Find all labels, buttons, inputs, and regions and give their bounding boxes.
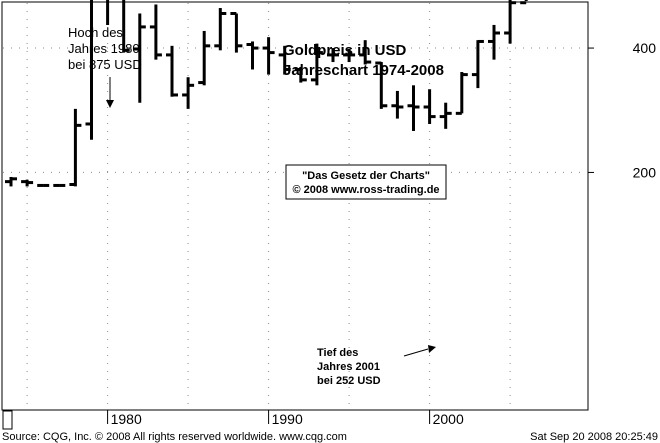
chart-subtitle: Jahreschart 1974-2008: [283, 62, 444, 79]
footer-source: Source: CQG, Inc. © 2008 All rights rese…: [2, 431, 347, 443]
copyright-line1: "Das Gesetz der Charts": [302, 170, 430, 182]
copyright-box: "Das Gesetz der Charts" © 2008 www.ross-…: [285, 164, 447, 200]
low-note-line3: bei 252 USD: [317, 375, 381, 387]
price-bar-1982: [133, 13, 146, 103]
price-bar-1988: [230, 11, 243, 53]
price-bar-1989: [246, 41, 259, 70]
copyright-box-frame: [285, 164, 447, 200]
low-arrow-head: [428, 345, 436, 353]
price-bar-2004: [488, 24, 500, 60]
price-bar-2002: [455, 72, 468, 115]
chart-title: Goldpreis in USD: [283, 42, 407, 59]
price-bar-2001: [439, 102, 452, 129]
price-bar-1980: [106, 0, 110, 25]
price-bar-1984: [166, 45, 178, 97]
price-bars-layer: [5, 0, 528, 187]
price-bar-1999: [407, 85, 420, 131]
low-note-line2: Jahres 2001: [317, 361, 380, 373]
price-bar-2006: [520, 0, 528, 5]
price-bar-1987: [214, 8, 227, 51]
high-note-line3: bei 875 USD: [68, 57, 142, 72]
price-bar-1983: [149, 4, 162, 60]
price-bar-1991: [278, 45, 291, 75]
y-tick-label: 400: [633, 40, 657, 56]
x-tick-label: 1980: [111, 411, 142, 427]
y-tick-label: 200: [633, 164, 657, 180]
price-bar-2000: [423, 89, 436, 124]
price-bar-1975: [21, 179, 34, 187]
copyright-line2: © 2008 www.ross-trading.de: [292, 184, 439, 196]
price-bar-1994: [327, 48, 339, 63]
price-bar-1977: [53, 183, 66, 187]
high-note-line2: Jahres 1980: [68, 41, 140, 56]
price-bar-2003: [471, 39, 484, 89]
x-tick-label: 1990: [272, 411, 303, 427]
high-annotation: Hoch des Jahres 1980 bei 875 USD: [68, 25, 142, 108]
price-bar-1998: [391, 90, 404, 119]
price-bar-1992: [294, 66, 307, 83]
price-bar-1978: [69, 108, 82, 187]
price-bar-1976: [37, 183, 50, 187]
x-tick-label: 2000: [433, 411, 464, 427]
high-arrow-head: [106, 100, 114, 108]
price-bar-1985: [182, 77, 195, 109]
low-arrow-shaft: [403, 348, 429, 357]
price-bar-1986: [198, 30, 211, 86]
price-bar-1990: [262, 37, 275, 75]
low-note-line1: Tief des: [317, 347, 358, 359]
price-bar-1981: [122, 0, 130, 53]
price-bar-1979: [85, 0, 93, 140]
footer-timestamp: Sat Sep 20 2008 20:25:49: [530, 431, 658, 443]
price-bar-1974: [5, 176, 17, 187]
price-bar-2005: [504, 0, 517, 44]
high-note-line1: Hoch des: [68, 25, 123, 40]
x-axis: 1980 1990 2000: [107, 410, 464, 427]
price-bar-1997: [375, 61, 388, 109]
scroll-handle[interactable]: [2, 410, 13, 430]
price-bar-1993: [310, 43, 323, 86]
price-bar-1995: [343, 48, 356, 63]
y-axis: 200400600800100012001400: [588, 40, 657, 180]
low-annotation: Tief des Jahres 2001 bei 252 USD: [317, 345, 436, 387]
price-bar-1996: [359, 40, 372, 65]
